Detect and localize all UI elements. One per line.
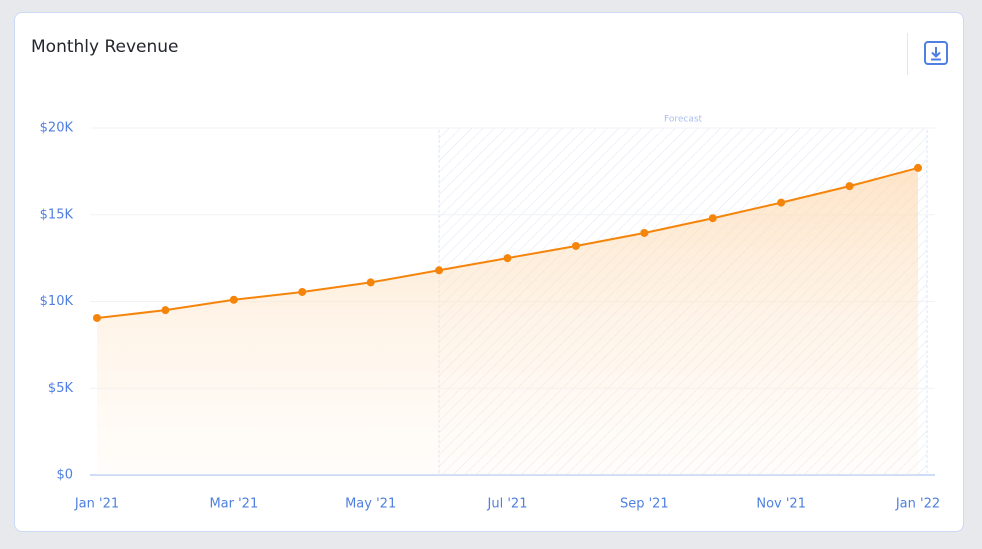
point (708, 214, 717, 223)
point (503, 254, 512, 263)
point (298, 287, 307, 296)
y-tick-label: $10K (40, 294, 74, 309)
forecast-label: Forecast (664, 115, 703, 125)
x-tick-label: Mar '21 (209, 497, 258, 512)
area (97, 167, 918, 475)
point (914, 163, 922, 172)
download-button[interactable] (923, 40, 949, 66)
point (845, 182, 854, 191)
x-tick-label: Nov '21 (756, 497, 806, 512)
x-tick-label: Jan '22 (895, 497, 940, 512)
point (229, 295, 238, 304)
y-tick-label: $0 (56, 468, 73, 483)
y-tick-label: $15K (40, 207, 74, 222)
y-tick-label: $20K (40, 121, 74, 136)
point (161, 306, 170, 315)
x-tick-label: Sep '21 (620, 497, 669, 512)
point (435, 266, 444, 275)
x-tick-label: Jul '21 (487, 497, 528, 512)
card-title: Monthly Revenue (31, 37, 179, 57)
x-tick-label: May '21 (345, 497, 396, 512)
point (93, 313, 101, 322)
point (571, 241, 580, 250)
x-tick-label: Jan '21 (74, 497, 119, 512)
separator (907, 33, 908, 75)
point (777, 198, 786, 207)
y-tick-label: $5K (48, 381, 74, 396)
point (640, 228, 649, 237)
point (366, 278, 375, 287)
